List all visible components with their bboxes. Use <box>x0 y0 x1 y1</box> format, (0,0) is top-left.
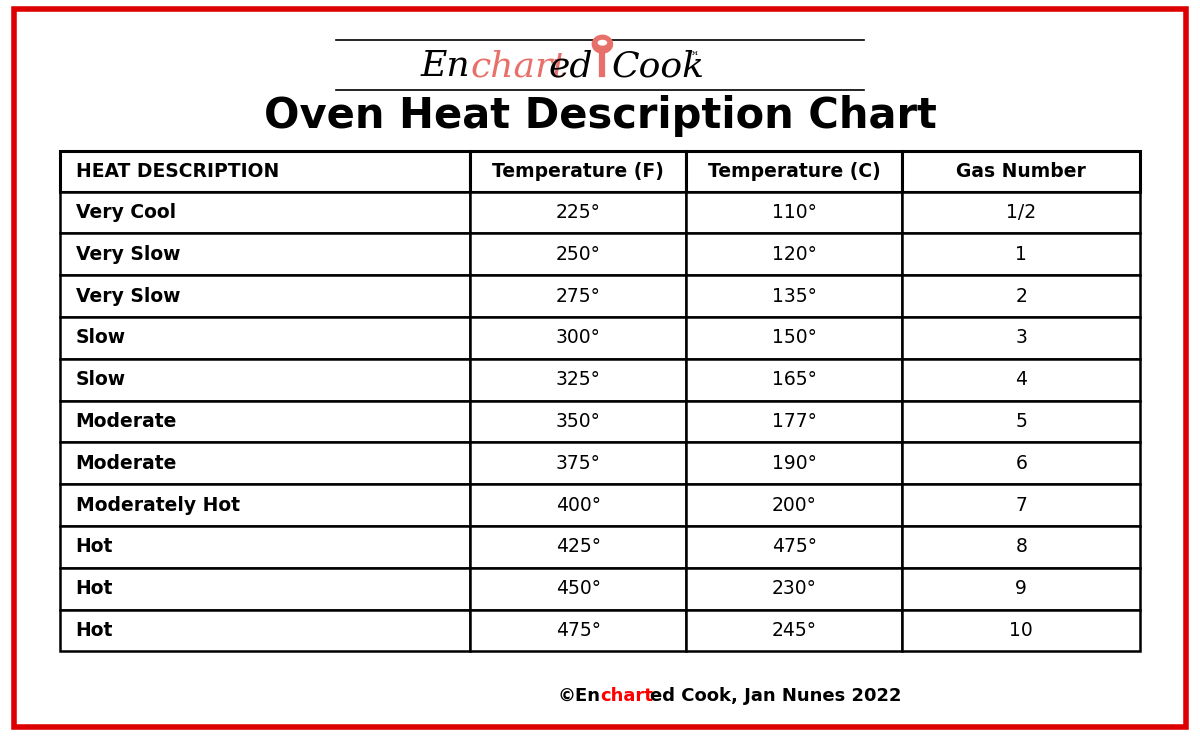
Text: 165°: 165° <box>772 370 817 389</box>
Text: 475°: 475° <box>772 537 817 556</box>
Text: Hot: Hot <box>76 621 113 640</box>
Text: 250°: 250° <box>556 245 601 263</box>
Text: 450°: 450° <box>556 579 601 598</box>
Text: 177°: 177° <box>772 412 817 431</box>
Text: 230°: 230° <box>772 579 817 598</box>
Text: Moderate: Moderate <box>76 412 176 431</box>
Text: Very Slow: Very Slow <box>76 286 180 305</box>
Text: ed: ed <box>548 49 593 83</box>
Text: Gas Number: Gas Number <box>956 162 1086 181</box>
Text: 110°: 110° <box>772 203 817 222</box>
Text: 1: 1 <box>1015 245 1027 263</box>
Text: 6: 6 <box>1015 454 1027 473</box>
Text: Very Cool: Very Cool <box>76 203 175 222</box>
Text: 135°: 135° <box>772 286 817 305</box>
Text: Very Slow: Very Slow <box>76 245 180 263</box>
Text: Temperature (F): Temperature (F) <box>492 162 665 181</box>
Text: 475°: 475° <box>556 621 601 640</box>
Text: Hot: Hot <box>76 537 113 556</box>
Text: 190°: 190° <box>772 454 817 473</box>
Text: En: En <box>421 49 470 83</box>
Text: Slow: Slow <box>76 328 126 347</box>
Text: 350°: 350° <box>556 412 601 431</box>
Text: 245°: 245° <box>772 621 817 640</box>
Text: Temperature (C): Temperature (C) <box>708 162 881 181</box>
Text: Moderately Hot: Moderately Hot <box>76 495 240 514</box>
Text: Moderate: Moderate <box>76 454 176 473</box>
Text: 300°: 300° <box>556 328 601 347</box>
Text: 425°: 425° <box>556 537 601 556</box>
Text: 3: 3 <box>1015 328 1027 347</box>
Text: 200°: 200° <box>772 495 817 514</box>
Text: 325°: 325° <box>556 370 601 389</box>
Text: 4: 4 <box>1015 370 1027 389</box>
Text: 1/2: 1/2 <box>1006 203 1037 222</box>
Text: 2: 2 <box>1015 286 1027 305</box>
Text: ™: ™ <box>686 51 698 64</box>
Text: chart: chart <box>470 49 568 83</box>
Text: 275°: 275° <box>556 286 601 305</box>
Text: 120°: 120° <box>772 245 817 263</box>
Text: 5: 5 <box>1015 412 1027 431</box>
Text: ©En: ©En <box>557 687 600 704</box>
Text: 375°: 375° <box>556 454 601 473</box>
Text: ed Cook, Jan Nunes 2022: ed Cook, Jan Nunes 2022 <box>650 687 902 704</box>
Text: chart: chart <box>600 687 653 704</box>
Text: HEAT DESCRIPTION: HEAT DESCRIPTION <box>76 162 278 181</box>
Text: 10: 10 <box>1009 621 1033 640</box>
Text: Hot: Hot <box>76 579 113 598</box>
Text: Slow: Slow <box>76 370 126 389</box>
Text: 9: 9 <box>1015 579 1027 598</box>
Text: Oven Heat Description Chart: Oven Heat Description Chart <box>264 94 936 137</box>
Text: Cook: Cook <box>612 49 706 83</box>
Text: 400°: 400° <box>556 495 601 514</box>
Text: 7: 7 <box>1015 495 1027 514</box>
Text: 225°: 225° <box>556 203 601 222</box>
Text: 150°: 150° <box>772 328 817 347</box>
Text: 8: 8 <box>1015 537 1027 556</box>
